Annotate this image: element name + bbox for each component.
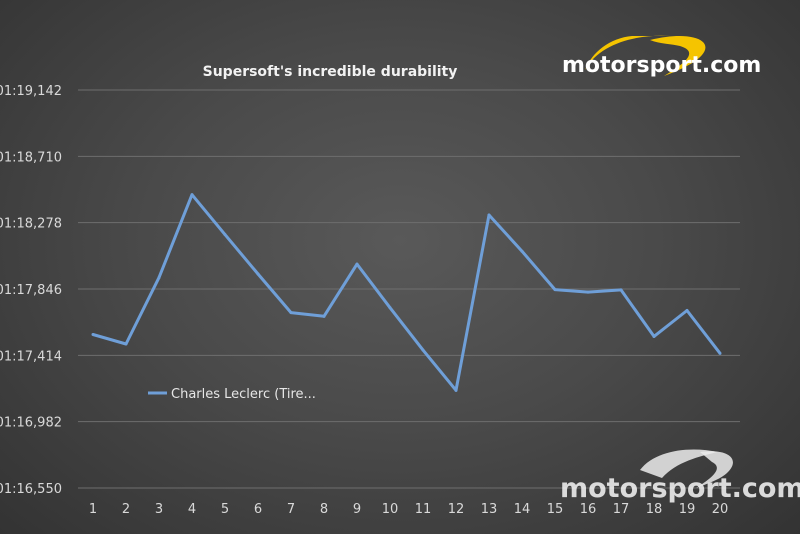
x-tick-label: 6 [254, 502, 262, 517]
logo-swoosh-right-icon [650, 35, 706, 76]
series-layer [91, 193, 722, 392]
y-tick-label: 01:18,710 [0, 150, 62, 165]
x-tick-label: 16 [580, 502, 597, 517]
x-tick-label: 19 [679, 502, 696, 517]
x-tick-label: 13 [481, 502, 498, 517]
y-tick-label: 01:16,982 [0, 416, 62, 431]
x-tick-label: 5 [221, 502, 229, 517]
x-tick-label: 15 [547, 502, 564, 517]
data-point [256, 272, 260, 276]
data-point [190, 193, 194, 197]
y-tick-label: 01:18,278 [0, 217, 62, 232]
data-point [652, 334, 656, 338]
gridlines [78, 89, 740, 489]
data-point [322, 314, 326, 318]
x-tick-label: 11 [415, 502, 432, 517]
logo-text: motorsport.com [562, 53, 761, 78]
x-tick-label: 18 [646, 502, 663, 517]
x-tick-label: 8 [320, 502, 328, 517]
data-point [454, 388, 458, 392]
x-tick-label: 7 [287, 502, 295, 517]
x-tick-label: 9 [353, 502, 361, 517]
data-point [124, 342, 128, 346]
data-point [553, 288, 557, 292]
y-tick-label: 01:17,414 [0, 349, 62, 364]
data-point [718, 351, 722, 355]
y-axis-ticks: 01:16,550 01:16,982 01:17,414 01:17,846 01:1… [0, 84, 62, 497]
chart-title: Supersoft's incredible durability [203, 64, 458, 80]
x-tick-label: 12 [448, 502, 465, 517]
y-tick-label: 01:16,550 [0, 482, 62, 497]
y-tick-label: 01:19,142 [0, 84, 62, 99]
x-tick-label: 20 [712, 502, 729, 517]
data-point [91, 332, 95, 336]
data-point [355, 262, 359, 266]
x-tick-label: 10 [382, 502, 399, 517]
watermark-swoosh-right-icon [696, 451, 733, 488]
legend: Charles Leclerc (Tire... [148, 387, 316, 402]
data-point [421, 348, 425, 352]
x-tick-label: 2 [122, 502, 130, 517]
motorsport-watermark: motorsport.com [560, 449, 800, 504]
data-point [223, 233, 227, 237]
data-point [619, 288, 623, 292]
x-tick-label: 1 [89, 502, 97, 517]
x-tick-label: 3 [155, 502, 163, 517]
y-tick-label: 01:17,846 [0, 283, 62, 298]
watermark-swoosh-icon [640, 449, 718, 478]
data-point [289, 311, 293, 315]
data-point [520, 249, 524, 253]
data-point [388, 306, 392, 310]
series-line [92, 193, 722, 392]
x-tick-label: 17 [613, 502, 630, 517]
data-point [685, 308, 689, 312]
motorsport-logo: motorsport.com [562, 35, 761, 78]
x-tick-label: 4 [188, 502, 196, 517]
x-axis-ticks: 1 2 3 4 5 6 7 8 9 10 11 12 13 14 15 16 17 18 19 20 [89, 502, 728, 517]
x-tick-label: 14 [514, 502, 531, 517]
data-point [586, 290, 590, 294]
legend-label: Charles Leclerc (Tire... [171, 387, 316, 402]
data-point [157, 276, 161, 280]
watermark-text: motorsport.com [560, 473, 800, 504]
data-point [487, 213, 491, 217]
